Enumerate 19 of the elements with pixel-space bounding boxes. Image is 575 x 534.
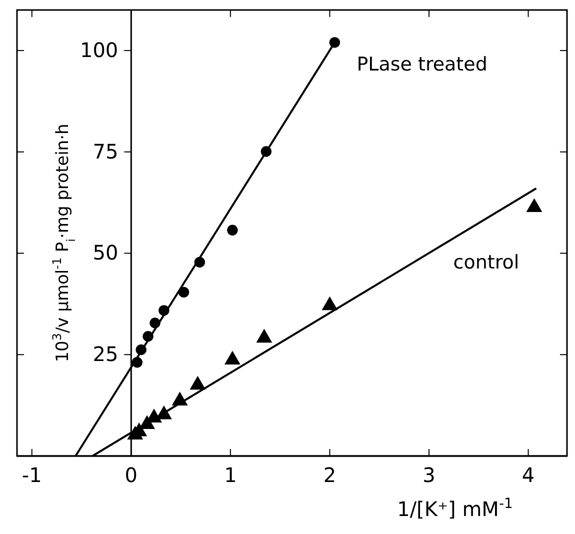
point bbox=[227, 224, 238, 236]
y-tick-label: 50 bbox=[92, 240, 118, 265]
series-label: PLase treated bbox=[356, 53, 488, 76]
x-axis-title: 1/[K⁺] mM$^{-1}$ bbox=[397, 496, 513, 521]
x-tick-label: 3 bbox=[422, 463, 436, 488]
y-tick-label: 75 bbox=[92, 139, 118, 164]
point bbox=[224, 350, 240, 365]
y-tick-label: 100 bbox=[80, 38, 118, 62]
x-tick-label: 0 bbox=[124, 463, 138, 488]
point bbox=[322, 296, 338, 310]
point bbox=[256, 328, 272, 343]
x-tick-label: 4 bbox=[522, 463, 535, 488]
point bbox=[190, 376, 206, 390]
x-tick-label: -1 bbox=[22, 463, 42, 488]
x-tick-label: 1 bbox=[224, 463, 237, 488]
x-tick-label: 2 bbox=[323, 463, 336, 488]
y-tick-label: 25 bbox=[92, 342, 118, 366]
point bbox=[178, 286, 190, 298]
legend-label: control bbox=[453, 251, 520, 274]
